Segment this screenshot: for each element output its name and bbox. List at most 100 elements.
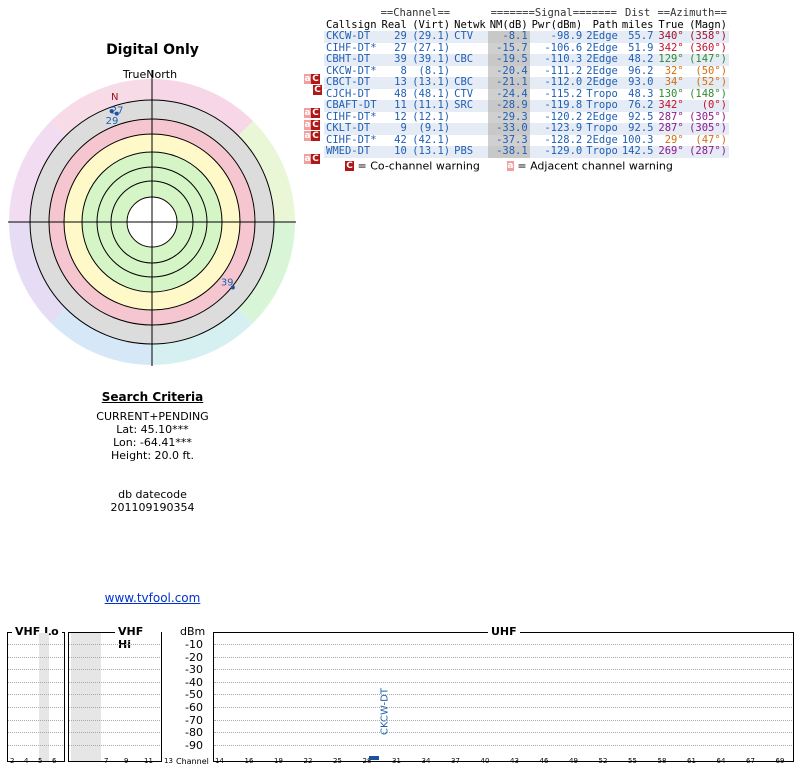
azimuth-true: 287° xyxy=(655,122,686,135)
signal-path: 2Edge xyxy=(584,30,620,43)
adjacent-warning-icon: a xyxy=(304,119,311,130)
channel-virtual: (9.1) xyxy=(408,122,453,135)
grid-line xyxy=(8,744,63,746)
channel-real: 9 xyxy=(378,122,409,135)
grid-line xyxy=(69,719,160,721)
channel-tick-label: 9 xyxy=(124,757,129,765)
channel-tick-label: 5 xyxy=(38,757,43,765)
station-dot xyxy=(230,285,235,290)
distance-miles: 92.5 xyxy=(628,110,654,123)
signal-path: 2Edge xyxy=(586,64,618,77)
signal-nm: -19.5 xyxy=(487,53,530,66)
search-criteria-heading: Search Criteria xyxy=(101,390,204,404)
signal-power: -110.3 xyxy=(529,53,585,66)
azimuth-true: 287° xyxy=(658,110,684,123)
warning-icons: C xyxy=(313,77,322,95)
signal-power: -98.9 xyxy=(529,30,585,43)
uhf-label: UHF xyxy=(488,625,520,638)
signal-path: 2Edge xyxy=(584,53,620,66)
channel-tick-label: 25 xyxy=(333,757,342,765)
warning-legend: C = Co-channel warning a = Adjacent chan… xyxy=(345,159,673,173)
column-header: True xyxy=(658,18,684,31)
signal-nm: -37.3 xyxy=(487,134,530,146)
vhf-lo-label: VHF Lo xyxy=(12,625,62,638)
uhf-panel: UHF xyxy=(213,625,794,762)
grid-line xyxy=(8,732,63,734)
true-north-label: TrueNorth xyxy=(122,68,178,81)
polar-plot-title: Digital Only xyxy=(106,42,199,58)
channel-tick-label: 31 xyxy=(392,757,401,765)
criteria-height: Height: 20.0 ft. xyxy=(110,449,195,462)
column-header: (Virt) xyxy=(412,18,451,31)
channel-real: 13 xyxy=(378,76,409,89)
db-datecode-value: 201109190354 xyxy=(110,501,195,514)
station-row[interactable]: CKLT-DT 9 (9.1) -33.0 -123.9 Tropo 92.5 287° (30… xyxy=(324,122,730,135)
signal-nm: -28.9 xyxy=(487,99,530,112)
station-callsign: CKCW-DT xyxy=(324,30,379,43)
station-dot xyxy=(114,111,119,116)
co-channel-warning-icon: C xyxy=(311,131,320,141)
channel-tick-label: 69 xyxy=(775,757,785,765)
station-row[interactable]: CJCH-DT 48 (48.1) CTV -24.4 -115.2 Tropo 48.3 13… xyxy=(324,87,729,100)
channel-real: 11 xyxy=(378,99,409,112)
dbm-level-label: -80 xyxy=(185,726,203,740)
channel-real: 10 xyxy=(378,145,409,158)
signal-path: 2Edge xyxy=(586,110,618,123)
signal-power: -128.2 xyxy=(544,133,583,146)
tvfool-link[interactable]: www.tvfool.com xyxy=(104,591,201,605)
channel-tick-label: 46 xyxy=(539,757,549,765)
channel-virtual: (42.1) xyxy=(412,133,451,146)
station-row[interactable]: CBHT-DT 39 (39.1) CBC -19.5 -110.3 2Edge 48.2 12… xyxy=(324,53,730,66)
station-row[interactable]: CKCW-DT 29 (29.1) CTV -8.1 -98.9 2Edge 55.7 340°… xyxy=(324,30,730,43)
signal-nm: -24.4 xyxy=(487,88,530,100)
channel-tick-label: 11 xyxy=(144,757,153,765)
column-header: Netwk xyxy=(454,18,486,31)
column-header: NM(dB) xyxy=(489,18,528,31)
channel-tick-label: 34 xyxy=(421,757,431,765)
station-row[interactable]: CIHF-DT* 27 (27.1) -15.7 -106.6 2Edge 51.9 342°… xyxy=(324,42,729,54)
station-row[interactable]: CBCT-DT 13 (13.1) CBC -21.1 -112.0 2Edge 93.0 34… xyxy=(324,76,730,89)
station-row[interactable]: CKCW-DT* 8 (8.1) -20.4 -111.2 2Edge 96.2 32° (50… xyxy=(324,64,729,77)
channel-tick-label: 14 xyxy=(215,757,224,765)
station-network xyxy=(452,123,488,135)
dbm-level-label: -40 xyxy=(185,675,203,689)
adjacent-channel-legend-text: = Adjacent channel warning xyxy=(517,159,673,173)
column-header: Pwr(dBm) xyxy=(531,18,583,31)
grid-line xyxy=(214,644,792,645)
co-channel-warning-icon: C xyxy=(311,119,320,130)
station-row[interactable]: CBAFT-DT 11 (11.1) SRC -28.9 -119.8 Tropo 76.2 3… xyxy=(324,99,730,112)
header-signal-group: =======Signal======= xyxy=(490,7,618,19)
station-row[interactable]: WMED-DT 10 (13.1) PBS -38.1 -129.0 Tropo 142.5 2… xyxy=(324,145,730,158)
grid-line xyxy=(8,707,63,708)
co-channel-warning-icon: C xyxy=(311,108,320,118)
grid-line xyxy=(214,694,792,696)
co-channel-warning-icon: C xyxy=(311,73,320,84)
signal-path: Tropo xyxy=(584,99,620,112)
column-header: Real xyxy=(381,18,407,31)
signal-power: -115.2 xyxy=(544,87,583,100)
azimuth-magnetic: (305°) xyxy=(685,122,730,135)
channel-virtual: (13.1) xyxy=(408,145,453,158)
channel-tick-label: 43 xyxy=(510,757,519,765)
criteria-mode: CURRENT+PENDING xyxy=(96,410,209,423)
signal-nm: -8.1 xyxy=(487,30,530,43)
criteria-lon: Lon: -64.41*** xyxy=(113,436,192,449)
channel-tick-label: 16 xyxy=(244,757,254,765)
channel-tick-label: 28 xyxy=(362,757,372,765)
channel-tick-label: 19 xyxy=(274,757,283,765)
azimuth-magnetic: (287°) xyxy=(685,145,730,158)
north-marker: N xyxy=(111,92,118,103)
distance-miles: 142.5 xyxy=(619,145,656,158)
azimuth-true: 269° xyxy=(655,145,686,158)
station-row[interactable]: CIHF-DT* 12 (12.1) -29.3 -120.2 2Edge 92.5 287°… xyxy=(324,110,729,123)
adjacent-warning-icon: a xyxy=(304,108,311,118)
signal-nm: -33.0 xyxy=(487,122,530,135)
signal-power: -112.0 xyxy=(529,76,585,89)
distance-miles: 92.5 xyxy=(619,122,656,135)
station-table: ==Channel== =======Signal======= Dist ==… xyxy=(324,7,730,158)
station-callsign: CIHF-DT* xyxy=(326,110,377,123)
station-row[interactable]: CIHF-DT* 42 (42.1) -37.3 -128.2 2Edge 100.3 29°… xyxy=(324,133,729,146)
channel-virtual: (11.1) xyxy=(408,99,453,112)
distance-miles: 48.2 xyxy=(619,53,656,66)
